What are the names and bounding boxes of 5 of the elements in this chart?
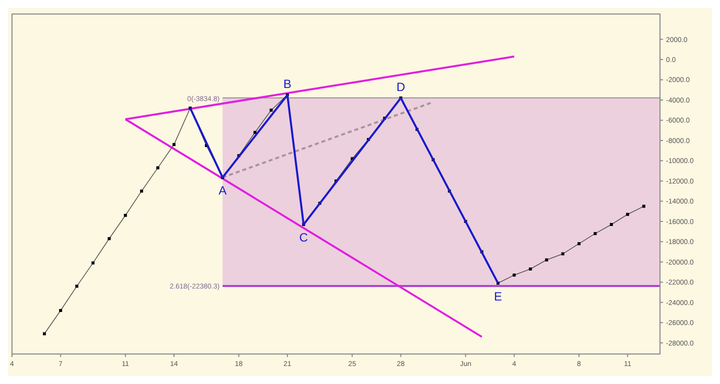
annotation: E <box>494 289 502 304</box>
annotation: B <box>283 77 292 92</box>
annotation: C <box>299 230 308 245</box>
annotation: D <box>396 80 406 94</box>
annotation: A <box>218 184 227 198</box>
